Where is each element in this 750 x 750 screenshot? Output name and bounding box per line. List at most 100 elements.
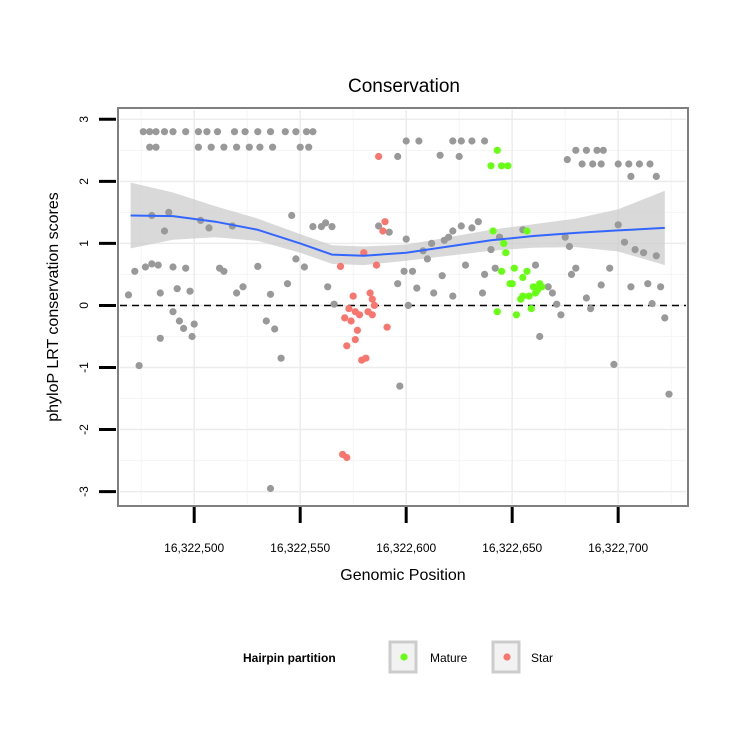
point-other	[481, 270, 489, 278]
point-other	[567, 270, 576, 278]
point-other	[606, 264, 614, 272]
point-other	[404, 301, 412, 309]
point-other	[175, 317, 183, 325]
point-other	[186, 287, 194, 295]
point-other	[557, 311, 565, 319]
y-tick-label: 1	[77, 240, 91, 247]
point-other	[135, 362, 143, 370]
point-other	[239, 283, 247, 291]
y-axis-title: phyloP LRT conservation scores	[45, 192, 62, 421]
x-axis-title: Genomic Position	[340, 567, 465, 584]
point-other	[152, 128, 160, 136]
point-other	[449, 227, 457, 235]
smooth-trend-line	[130, 214, 665, 257]
point-other	[597, 281, 605, 289]
point-other	[194, 128, 202, 136]
point-mature	[508, 280, 516, 288]
point-other	[582, 146, 591, 154]
point-other	[640, 249, 648, 257]
point-mature	[502, 249, 510, 257]
point-other	[269, 143, 277, 151]
point-other	[385, 228, 393, 236]
point-star	[358, 356, 366, 364]
point-other	[156, 289, 164, 297]
point-other	[139, 128, 147, 136]
point-other	[302, 128, 311, 136]
point-other	[478, 289, 487, 297]
y-tick-label: -2	[77, 424, 91, 435]
point-other	[578, 160, 586, 168]
point-other	[262, 317, 270, 325]
point-other	[455, 152, 463, 161]
point-other	[241, 128, 249, 136]
point-other	[449, 137, 457, 145]
point-other	[266, 484, 275, 493]
point-star	[381, 218, 389, 226]
point-other	[614, 160, 622, 168]
point-other	[203, 128, 211, 136]
legend-title: Hairpin partition	[243, 651, 336, 665]
point-other	[330, 300, 338, 308]
point-other	[256, 143, 264, 151]
point-other	[468, 137, 476, 145]
point-other	[124, 291, 133, 299]
point-other	[491, 264, 499, 272]
point-other	[169, 263, 177, 271]
point-other	[402, 235, 410, 243]
point-mature	[519, 292, 527, 300]
legend-key-star	[491, 640, 521, 674]
point-other	[188, 332, 196, 341]
x-tick-label: 16,322,550	[270, 541, 330, 555]
point-other	[230, 128, 239, 136]
point-other	[457, 137, 465, 145]
point-star	[375, 152, 383, 161]
point-other	[283, 280, 292, 288]
point-other	[375, 222, 383, 230]
point-star	[343, 453, 351, 462]
point-other	[461, 261, 470, 269]
point-other	[544, 283, 552, 291]
point-other	[169, 128, 177, 136]
point-other	[300, 263, 308, 271]
point-star	[360, 249, 368, 257]
point-star	[343, 342, 351, 350]
point-other	[610, 360, 618, 368]
point-other	[394, 280, 402, 288]
point-other	[148, 260, 156, 268]
point-mature	[523, 267, 531, 275]
point-mature	[538, 283, 546, 291]
point-other	[625, 160, 633, 168]
point-other	[156, 334, 164, 342]
point-other	[309, 223, 317, 231]
point-other	[635, 160, 644, 168]
y-tick-label: 0	[77, 302, 91, 309]
point-other	[266, 290, 275, 298]
point-other	[413, 284, 421, 292]
point-other	[449, 292, 457, 300]
legend-label-star: Star	[531, 651, 553, 665]
point-mature	[487, 162, 495, 170]
x-tick-label: 16,322,600	[376, 541, 436, 555]
y-axis: -3 -2 -1 0 1 2 3	[77, 116, 116, 497]
point-other	[644, 280, 652, 288]
point-mature	[512, 311, 521, 319]
point-other	[396, 382, 404, 390]
point-star	[372, 261, 381, 269]
point-other	[614, 221, 622, 229]
y-tick-label: -1	[77, 362, 91, 373]
point-other	[160, 128, 169, 136]
legend-star-dot	[503, 653, 511, 661]
point-other	[648, 300, 656, 308]
point-other	[271, 325, 279, 333]
point-other	[233, 143, 241, 151]
data-points	[124, 128, 673, 493]
point-star	[349, 292, 357, 300]
point-other	[182, 128, 190, 136]
legend-label-mature: Mature	[430, 651, 468, 665]
point-star	[345, 305, 353, 313]
point-other	[553, 300, 561, 308]
point-mature	[498, 162, 506, 170]
point-other	[305, 143, 313, 151]
point-other	[154, 261, 162, 269]
point-star	[383, 323, 391, 331]
